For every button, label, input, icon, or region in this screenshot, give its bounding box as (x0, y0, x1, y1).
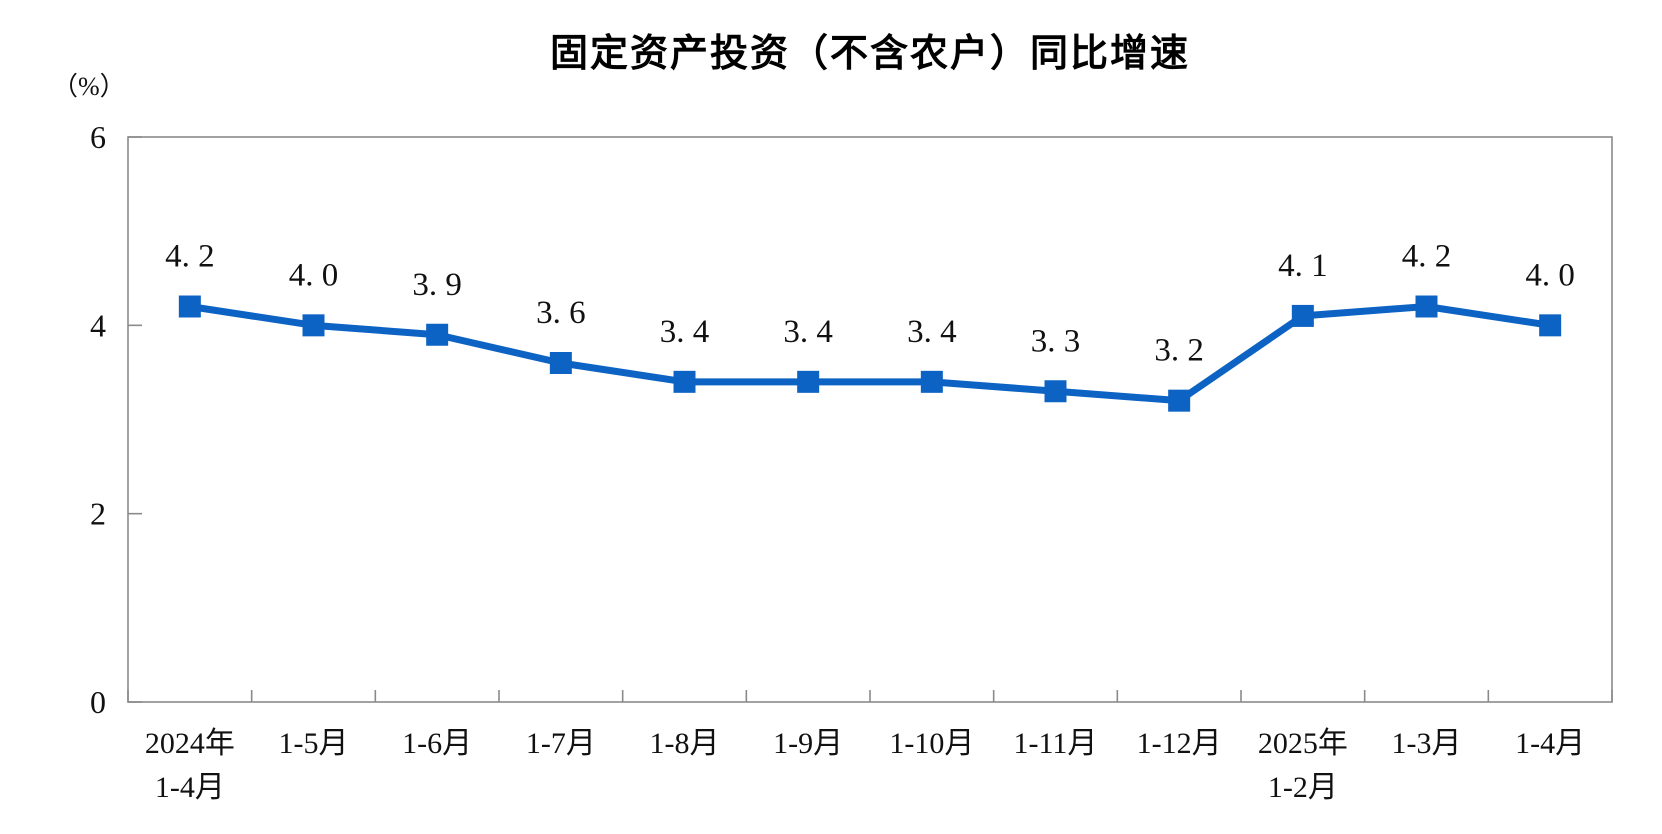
data-point-marker (178, 295, 201, 318)
y-axis-tick-label: 6 (90, 119, 106, 155)
series-line (186, 303, 1554, 405)
y-axis-unit-label: （%） (52, 72, 126, 101)
x-axis-category-label: 1-4月 (155, 771, 225, 804)
x-axis-category-label: 1-3月 (1392, 727, 1462, 760)
data-point-label: 4. 2 (165, 239, 215, 275)
data-point-label: 3. 2 (1154, 333, 1204, 369)
data-point-marker (673, 370, 696, 393)
data-point-label: 4. 0 (289, 257, 339, 293)
y-axis-tick-label: 0 (90, 684, 106, 720)
data-point-label: 3. 4 (907, 314, 957, 350)
x-axis-category-label: 1-4月 (1515, 727, 1585, 760)
data-point-marker (426, 323, 449, 346)
x-axis-category-label: 1-10月 (889, 727, 974, 760)
x-axis-category-label: 1-9月 (773, 727, 843, 760)
data-point-marker (1044, 380, 1067, 403)
data-point-label: 3. 4 (660, 314, 710, 350)
x-axis-category-label: 1-7月 (526, 727, 596, 760)
y-axis-tick-label: 2 (90, 496, 106, 532)
plot-border (127, 136, 1613, 703)
data-point-label: 3. 4 (783, 314, 833, 350)
x-axis-category-label: 2025年 (1258, 727, 1348, 760)
x-axis-category-label: 1-5月 (279, 727, 349, 760)
data-point-marker (1415, 295, 1438, 318)
x-axis-category-label: 1-6月 (402, 727, 472, 760)
data-point-label: 3. 9 (412, 267, 462, 303)
x-axis-category-label: 2024年 (145, 727, 235, 760)
data-point-marker (797, 370, 820, 393)
data-point-label: 3. 3 (1031, 323, 1081, 359)
y-axis-tick-label: 4 (90, 307, 106, 343)
data-point-marker (302, 314, 325, 337)
x-axis-category-label: 1-8月 (650, 727, 720, 760)
data-point-marker (1168, 389, 1191, 412)
data-point-marker (549, 352, 572, 374)
data-point-marker (920, 370, 943, 393)
x-axis-category-label: 1-2月 (1268, 771, 1338, 804)
chart-title: 固定资产投资（不含农户）同比增速 (549, 33, 1190, 75)
data-point-marker (1291, 304, 1314, 327)
data-point-marker (1539, 314, 1562, 337)
x-axis-category-label: 1-12月 (1137, 727, 1222, 760)
data-point-label: 4. 1 (1278, 248, 1328, 284)
data-point-label: 4. 0 (1525, 257, 1575, 293)
x-axis-category-label: 1-11月 (1014, 727, 1098, 760)
data-point-label: 3. 6 (536, 295, 586, 331)
data-point-label: 4. 2 (1402, 239, 1452, 275)
